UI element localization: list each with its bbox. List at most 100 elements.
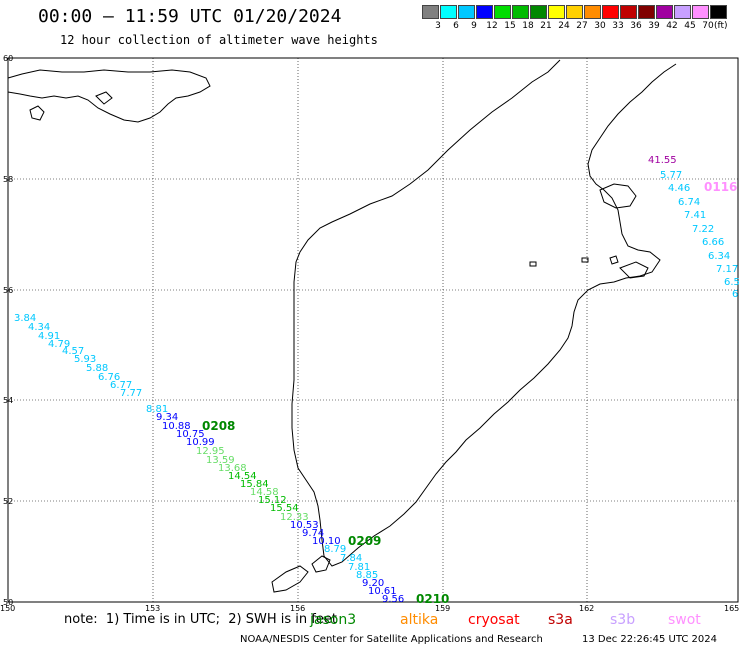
wave-height-label: 5.93 [74,354,96,365]
wave-height-label: 7.84 [340,553,362,564]
islet-c [609,255,619,265]
legend-swatch [440,5,457,19]
coastline [7,59,677,593]
legend-swatch [566,5,583,19]
legend-value: 36 [630,21,642,31]
wave-height-label: 4.34 [28,322,50,333]
legend-swatch [656,5,673,19]
wave-height-label: 6.76 [98,372,120,383]
wave-height-label: 12.33 [280,512,309,523]
wave-height-label: 6.5 [724,277,740,288]
lon-tick-label: 153 [145,604,160,613]
wave-height-label: 10.10 [312,536,341,547]
wave-height-label: 4.79 [48,339,70,350]
generated-timestamp: 13 Dec 22:26:45 UTC 2024 [582,634,717,645]
island-small-1 [29,105,45,121]
satellite-name: cryosat [468,612,520,628]
wave-height-label: 14.58 [250,487,279,498]
legend-value: 3 [435,21,441,31]
wave-height-label: 8.79 [324,544,346,555]
shelikhov-bay-coast [7,69,211,123]
wave-height-label: 10.99 [186,437,215,448]
wave-height-label: 7.77 [120,388,142,399]
lat-tick-label: 52 [3,497,13,506]
lat-tick-label: 56 [3,286,13,295]
satellite-name: jason3 [310,612,357,628]
karaginsky-island [599,183,637,209]
lat-tick-label: 60 [3,54,13,63]
legend-swatch [548,5,565,19]
lon-tick-label: 156 [290,604,305,613]
wave-height-label: 6 [732,289,738,300]
satellite-name: s3a [548,612,573,628]
lon-tick-label: 162 [579,604,594,613]
lon-tick-label: 150 [0,604,15,613]
lat-tick-label: 50 [3,598,13,607]
pass-labels: 0208 0209 0210 0116 [202,180,737,606]
kamchatka-coast [291,59,677,567]
track-labels: 3.844.344.914.794.575.935.886.766.777.77… [14,155,740,605]
legend-value: 24 [558,21,570,31]
wave-height-label: 7.81 [348,562,370,573]
wave-height-label: 7.22 [692,224,714,235]
wave-height-label: 6.34 [708,251,730,262]
legend-swatch [692,5,709,19]
map-subtitle: 12 hour collection of altimeter wave hei… [60,33,378,47]
legend-swatch [422,5,439,19]
legend-swatch [512,5,529,19]
legend-value: 18 [522,21,534,31]
legend-value: 33 [612,21,624,31]
wave-height-label: 4.91 [38,331,60,342]
legend-value: 6 [453,21,459,31]
legend-swatch [710,5,727,19]
wave-height-label: 10.75 [176,429,205,440]
legend-value: 21 [540,21,552,31]
kuril-paramushir [271,565,309,593]
satellite-name: s3b [610,612,636,628]
islet-a [529,261,537,267]
satellite-name: altika [400,612,439,628]
wave-height-label: 14.54 [228,471,257,482]
wave-height-label: 6.66 [702,237,724,248]
pass-id-label: 0209 [348,534,381,548]
island-small-2 [95,91,113,105]
wave-height-label: 10.88 [162,421,191,432]
legend-value: 15 [504,21,516,31]
wave-height-label: 9.74 [302,528,324,539]
wave-height-label: 13.59 [206,455,235,466]
lat-tick-label: 54 [3,396,13,405]
lon-tick-label: 165 [724,604,739,613]
legend-swatch [674,5,691,19]
wave-height-label: 6.74 [678,197,700,208]
lat-tick-label: 58 [3,175,13,184]
wave-height-label: 6.77 [110,380,132,391]
legend-swatch [584,5,601,19]
legend-swatch [530,5,547,19]
color-legend: 3 6 9 12 15 18 21 24 27 30 33 36 39 42 45 70 (ft) [422,5,738,33]
legend-value: 9 [471,21,477,31]
legend-unit: (ft) [714,21,728,31]
legend-swatch [458,5,475,19]
wave-height-label: 4.57 [62,346,84,357]
wave-height-label: 10.53 [290,520,319,531]
wave-height-label: 9.34 [156,412,178,423]
legend-value: 42 [666,21,678,31]
legend-value: 30 [594,21,606,31]
pass-id-label: 0208 [202,419,235,433]
wave-height-label: 5.77 [660,170,682,181]
credit-line: NOAA/NESDIS Center for Satellite Applica… [240,634,543,645]
legend-swatch [494,5,511,19]
commander-island [619,261,649,279]
legend-swatch [476,5,493,19]
legend-value: 27 [576,21,588,31]
footer-note: note: 1) Time is in UTC; 2) SWH is in fe… [64,612,337,627]
legend-value: 12 [486,21,498,31]
map-title: 00:00 – 11:59 UTC 01/20/2024 [38,6,342,27]
wave-height-label: 9.56 [382,594,404,605]
wave-height-label: 4.46 [668,183,690,194]
wave-height-label: 13.68 [218,463,247,474]
wave-height-label: 15.12 [258,495,287,506]
lat-lon-grid [8,58,738,602]
